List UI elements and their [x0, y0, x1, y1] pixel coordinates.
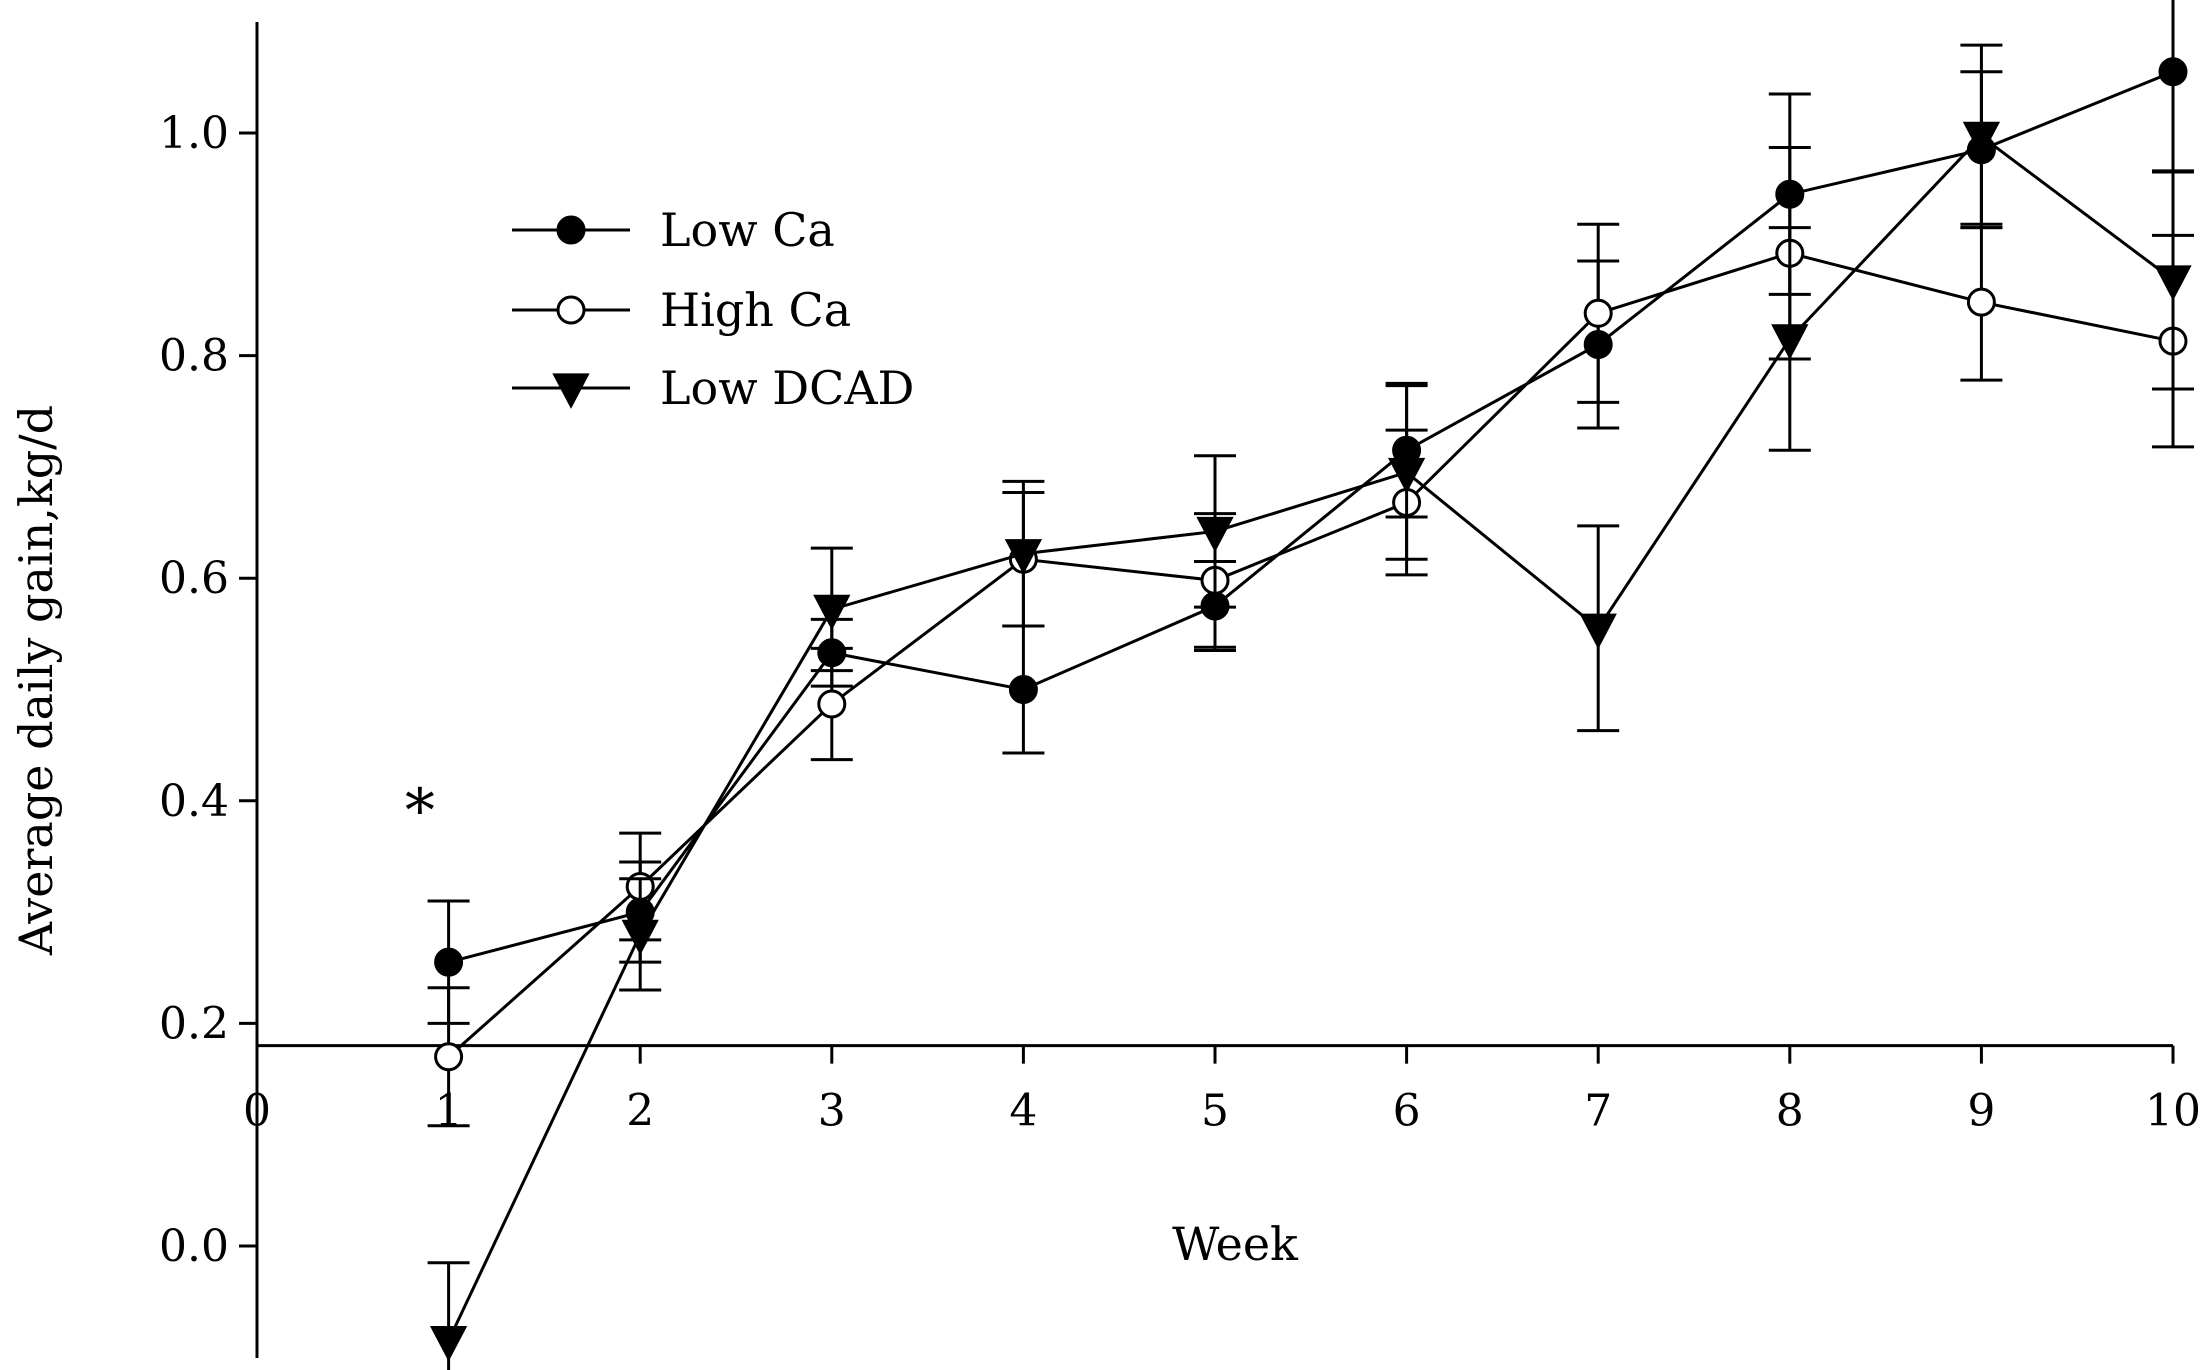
- data-point-low-dcad: [813, 594, 851, 631]
- data-point-high-ca: [817, 689, 847, 719]
- x-tick-label: 2: [626, 1086, 654, 1137]
- axes: 0.00.20.40.60.81.00 1 2 3 4 5 6 7 8 9 10WeekAverag…: [9, 22, 2201, 1358]
- y-tick-label: 0.2: [159, 998, 229, 1049]
- x-tick-label: 0: [243, 1086, 271, 1137]
- y-axis-title: Average daily gain,kg/d: [9, 405, 63, 956]
- series-line-low-dcad: [447, 134, 2174, 1342]
- series-high-ca: [427, 145, 2194, 1128]
- data-point-high-ca: [434, 1042, 464, 1072]
- x-tick-label: 10: [2145, 1086, 2201, 1137]
- data-point-low-dcad: [1771, 324, 1809, 360]
- legend: Low Ca High Ca Low DCAD: [512, 203, 914, 415]
- annotations: *: [405, 776, 435, 846]
- legend-label-low-ca: Low Ca: [660, 203, 835, 257]
- y-tick-label: 0.4: [159, 776, 229, 827]
- y-tick-label: 0.8: [159, 331, 229, 382]
- data-point-high-ca: [1966, 287, 1996, 317]
- data-point-low-dcad: [1387, 457, 1426, 494]
- series-line-low-ca: [448, 70, 2174, 964]
- x-axis-title: Week: [1172, 1217, 1299, 1271]
- legend-marker-low-ca: [556, 215, 586, 245]
- legend-label-high-ca: High Ca: [660, 283, 851, 337]
- series-low-ca: [427, 0, 2194, 1025]
- legend-marker-low-dcad: [552, 373, 590, 409]
- x-tick-label: 7: [1584, 1086, 1612, 1137]
- data-point-low-dcad: [1196, 516, 1234, 553]
- series-line-high-ca: [447, 251, 2174, 1058]
- y-tick-label: 0.6: [159, 553, 229, 604]
- annotation-asterisk: *: [405, 776, 435, 846]
- y-tick-label: 0.0: [159, 1221, 229, 1272]
- legend-label-low-dcad: Low DCAD: [660, 361, 914, 415]
- series-low-dcad: [427, 43, 2194, 1370]
- y-tick-label: 1.0: [159, 108, 229, 159]
- data-point-low-dcad: [1579, 613, 1617, 650]
- x-tick-label: 9: [1967, 1086, 1995, 1137]
- x-tick-label: 8: [1776, 1086, 1804, 1137]
- data-point-low-dcad: [2154, 265, 2192, 301]
- x-tick-label: 4: [1009, 1086, 1037, 1137]
- x-tick-label: 6: [1393, 1086, 1421, 1137]
- data-point-high-ca: [1583, 298, 1613, 328]
- legend-marker-high-ca: [556, 295, 586, 325]
- series-layer: [427, 0, 2194, 1370]
- data-point-low-dcad: [429, 1326, 468, 1362]
- x-tick-label: 3: [818, 1086, 846, 1137]
- data-point-low-ca: [1008, 675, 1038, 704]
- data-point-low-dcad: [621, 919, 659, 956]
- x-tick-label: 5: [1201, 1086, 1229, 1137]
- data-point-low-dcad: [1962, 121, 2001, 158]
- data-point-low-dcad: [1004, 539, 1043, 575]
- data-point-low-ca: [434, 947, 464, 977]
- data-point-low-ca: [2158, 57, 2188, 87]
